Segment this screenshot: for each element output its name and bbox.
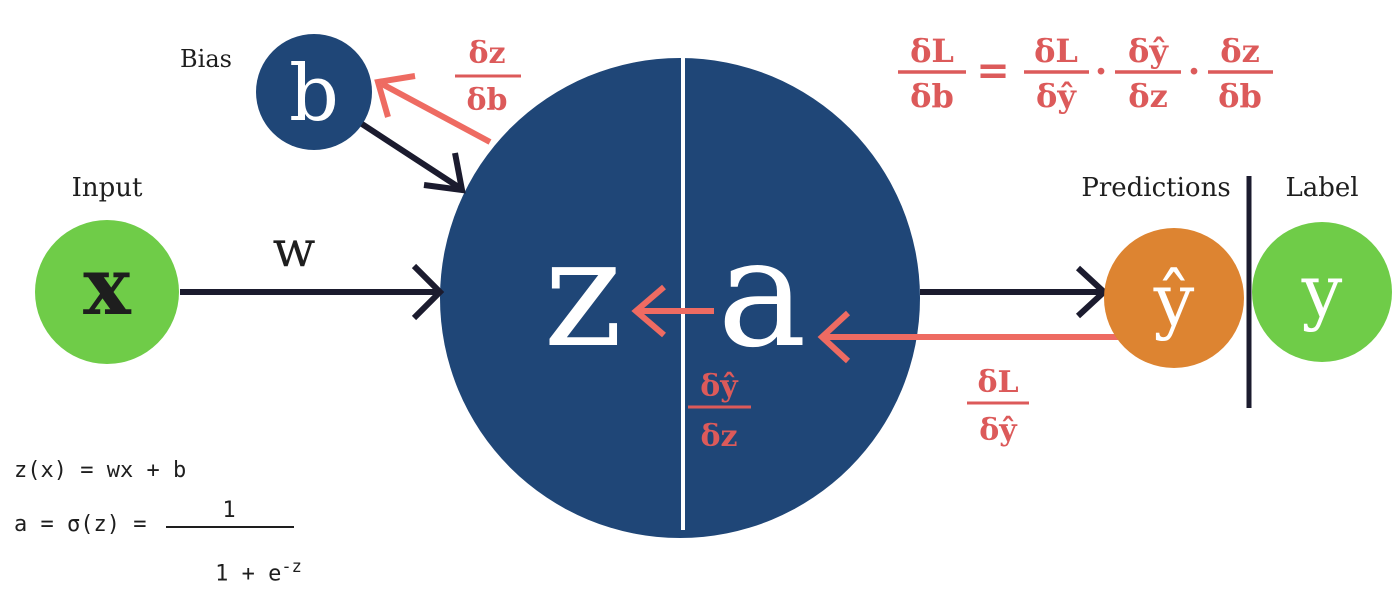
grad-arrow-yhat-to-a (817, 310, 1118, 364)
label-label: Label (1285, 173, 1358, 203)
node-x (35, 220, 179, 364)
neuron-circle (440, 58, 920, 538)
grad-dyhat-dz-num: δŷ (700, 369, 739, 404)
arrow-x-to-neuron (180, 263, 445, 321)
grad-arrow-a-to-z (631, 284, 714, 338)
node-b-label: b (289, 49, 339, 139)
node-yhat-label: ŷ (1153, 258, 1195, 342)
node-y-label: y (1301, 249, 1343, 333)
grad-dz-db-num: δz (468, 36, 505, 71)
sigmoid-denominator-base: 1 + e (215, 561, 282, 587)
chain-rule-formula: δL δb = δL δŷ · δŷ δz · δz δb (898, 32, 1273, 115)
grad-dz-db: δz δb (455, 36, 521, 118)
node-y (1252, 222, 1392, 362)
sigmoid-denominator-exp: -z (281, 557, 302, 577)
chain-t2-den: δz (1128, 77, 1168, 115)
chain-equals: = (976, 47, 1010, 94)
chain-t3-num: δz (1220, 32, 1260, 70)
sigmoid-formula-prefix: a = σ(z) = (14, 512, 147, 537)
chain-t2-num: δŷ (1128, 32, 1169, 70)
neuron-backprop-diagram: z a δŷ δz Bias b δz δb Input x w (35, 32, 1392, 538)
node-a-label: a (717, 207, 806, 381)
linear-formula: z(x) = wx + b (14, 458, 187, 483)
arrow-neuron-to-yhat (920, 265, 1109, 319)
sigmoid-fraction-bar (166, 526, 294, 528)
predictions-label: Predictions (1081, 173, 1230, 203)
chain-lhs-den: δb (910, 77, 954, 115)
activation-formulas: z(x) = wx + b a = σ(z) = 1 1 + e-z (14, 452, 314, 586)
node-b (256, 34, 372, 150)
weight-label: w (273, 220, 316, 278)
node-x-label: x (83, 239, 132, 333)
chain-dot-2: · (1188, 51, 1201, 93)
arrow-b-to-neuron (360, 121, 466, 194)
sigmoid-denominator: 1 + e-z (162, 532, 302, 611)
grad-dz-db-den: δb (467, 83, 508, 118)
chain-t1-den: δŷ (1036, 77, 1077, 115)
grad-dL-dyhat-den: δŷ (979, 413, 1018, 448)
sigmoid-numerator: 1 (222, 498, 236, 523)
chain-t3-den: δb (1218, 77, 1262, 115)
grad-dyhat-dz: δŷ δz (688, 369, 751, 454)
chain-dot-1: · (1095, 51, 1108, 93)
node-yhat (1104, 228, 1244, 368)
input-label: Input (72, 173, 143, 203)
chain-t1-num: δL (1034, 32, 1078, 70)
grad-dL-dyhat-num: δL (977, 365, 1018, 400)
grad-dyhat-dz-den: δz (700, 419, 737, 454)
grad-dL-dyhat: δL δŷ (967, 365, 1029, 448)
node-z-label: z (543, 207, 622, 381)
grad-arrow-neuron-to-b (374, 73, 492, 145)
chain-lhs-num: δL (910, 32, 954, 70)
bias-label: Bias (180, 45, 232, 73)
